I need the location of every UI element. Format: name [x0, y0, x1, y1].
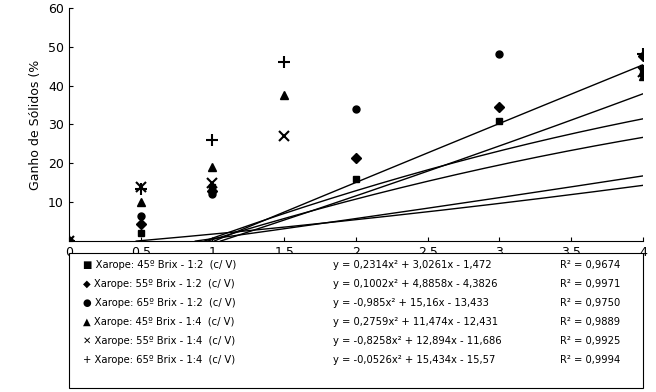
Text: ◆ Xarope: 55º Brix - 1:2  (c/ V): ◆ Xarope: 55º Brix - 1:2 (c/ V) [83, 279, 235, 289]
FancyBboxPatch shape [69, 253, 643, 388]
Text: y = -0,0526x² + 15,434x - 15,57: y = -0,0526x² + 15,434x - 15,57 [333, 355, 495, 365]
X-axis label: Tempo (horas): Tempo (horas) [311, 265, 401, 278]
Text: y = 0,2759x² + 11,474x - 12,431: y = 0,2759x² + 11,474x - 12,431 [333, 317, 498, 327]
Text: R² = 0,9750: R² = 0,9750 [560, 298, 620, 308]
Y-axis label: Ganho de Sólidos (%: Ganho de Sólidos (% [30, 59, 43, 190]
Text: y = -0,8258x² + 12,894x - 11,686: y = -0,8258x² + 12,894x - 11,686 [333, 336, 502, 346]
Text: R² = 0,9889: R² = 0,9889 [560, 317, 620, 327]
Text: R² = 0,9925: R² = 0,9925 [560, 336, 620, 346]
Text: R² = 0,9994: R² = 0,9994 [560, 355, 620, 365]
Text: R² = 0,9971: R² = 0,9971 [560, 279, 620, 289]
Text: y = 0,1002x² + 4,8858x - 4,3826: y = 0,1002x² + 4,8858x - 4,3826 [333, 279, 497, 289]
Text: y = -0,985x² + 15,16x - 13,433: y = -0,985x² + 15,16x - 13,433 [333, 298, 489, 308]
Text: ■ Xarope: 45º Brix - 1:2  (c/ V): ■ Xarope: 45º Brix - 1:2 (c/ V) [83, 260, 236, 270]
Text: ✕ Xarope: 55º Brix - 1:4  (c/ V): ✕ Xarope: 55º Brix - 1:4 (c/ V) [83, 336, 236, 346]
Text: R² = 0,9674: R² = 0,9674 [560, 260, 620, 270]
Text: y = 0,2314x² + 3,0261x - 1,472: y = 0,2314x² + 3,0261x - 1,472 [333, 260, 491, 270]
Text: ● Xarope: 65º Brix - 1:2  (c/ V): ● Xarope: 65º Brix - 1:2 (c/ V) [83, 298, 236, 308]
Text: + Xarope: 65º Brix - 1:4  (c/ V): + Xarope: 65º Brix - 1:4 (c/ V) [83, 355, 236, 365]
Text: ▲ Xarope: 45º Brix - 1:4  (c/ V): ▲ Xarope: 45º Brix - 1:4 (c/ V) [83, 317, 235, 327]
